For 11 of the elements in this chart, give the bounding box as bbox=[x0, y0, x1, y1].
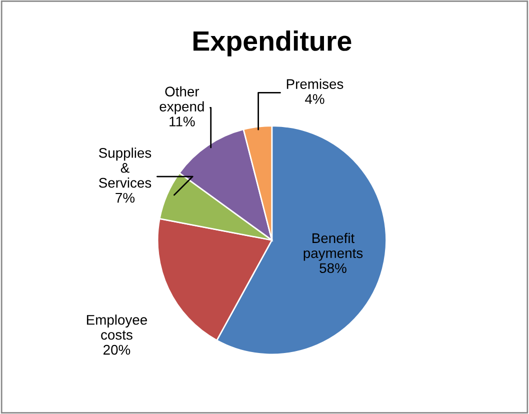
data-label: 7% bbox=[116, 192, 135, 203]
slice-label: Employee costs bbox=[86, 314, 147, 340]
slice-label: Benefit payments bbox=[304, 232, 363, 261]
data-label: 4% bbox=[305, 94, 324, 104]
data-label: 11% bbox=[170, 116, 195, 126]
slice-label: Supplies & Services bbox=[98, 148, 152, 188]
slice-label: Other expend bbox=[160, 86, 204, 114]
data-label: 58% bbox=[320, 263, 346, 274]
data-label: 20% bbox=[104, 344, 130, 355]
slice-label: Premises bbox=[286, 78, 344, 89]
chart-title: Expenditure bbox=[194, 30, 352, 56]
